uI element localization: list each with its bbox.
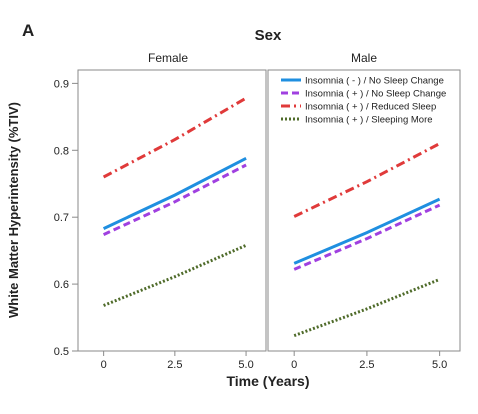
facet-title: Sex <box>255 27 282 44</box>
legend: Insomnia ( - ) / No Sleep Change Insomnia… <box>281 76 446 126</box>
y-axis-label: White Matter Hyperintensity (%TIV) <box>6 102 21 318</box>
plot-frame-male <box>267 69 461 352</box>
y-tick-label: 0.5 <box>54 346 69 358</box>
y-tick-label: 0.6 <box>54 279 69 291</box>
x-tick-label: 5.0 <box>432 359 447 371</box>
x-axis-label: Time (Years) <box>226 373 309 389</box>
series-line-1-0 <box>293 197 441 265</box>
series-line-1-2 <box>293 142 441 218</box>
panel-title-female: Female <box>148 51 188 65</box>
series-line-0-2 <box>102 96 247 179</box>
y-tick-label: 0.8 <box>54 145 69 157</box>
legend-entry: Insomnia ( + ) / Reduced Sleep <box>305 102 436 113</box>
series-line-1-3 <box>293 278 441 338</box>
x-tick-label: 5.0 <box>238 359 253 371</box>
x-tick-label: 0 <box>101 359 107 371</box>
y-tick-label: 0.7 <box>54 212 69 224</box>
legend-entry: Insomnia ( - ) / No Sleep Change <box>305 76 444 87</box>
x-tick-label: 0 <box>291 359 297 371</box>
y-tick-label: 0.9 <box>54 78 69 90</box>
plot-frame-female <box>77 69 267 352</box>
panel-letter: A <box>22 21 34 40</box>
panel-title-male: Male <box>351 51 377 65</box>
x-tick-label: 2.5 <box>167 359 182 371</box>
x-tick-label: 2.5 <box>359 359 374 371</box>
series-line-0-1 <box>102 163 247 236</box>
series-line-1-1 <box>293 203 441 271</box>
legend-entry: Insomnia ( + ) / Sleeping More <box>305 115 433 126</box>
series-line-0-0 <box>102 156 247 230</box>
series-line-0-3 <box>103 243 247 307</box>
legend-entry: Insomnia ( + ) / No Sleep Change <box>305 89 446 100</box>
